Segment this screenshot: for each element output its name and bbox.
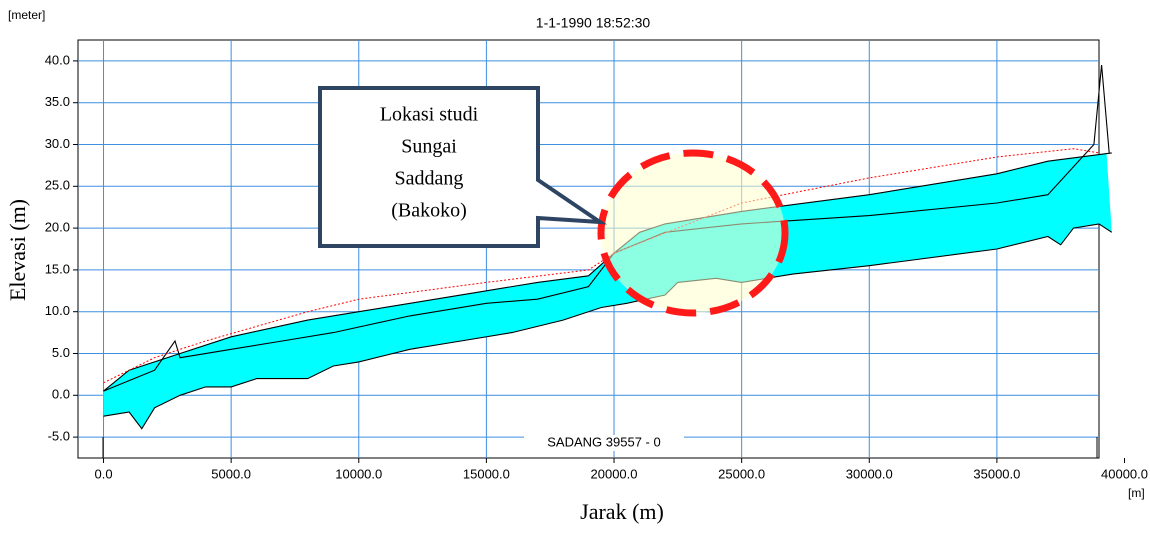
y-tick-label: 40.0	[45, 52, 70, 67]
x-tick-label: 5000.0	[211, 466, 251, 481]
x-tick-label: 25000.0	[718, 466, 765, 481]
x-tick-label: 20000.0	[591, 466, 638, 481]
x-tick-label: 10000.0	[335, 466, 382, 481]
x-tick-label: 40000.0	[1101, 466, 1148, 481]
y-tick-label: 15.0	[45, 261, 70, 276]
callout-text: Lokasi studi	[380, 104, 479, 126]
x-tick-label: 35000.0	[973, 466, 1020, 481]
x-unit: [m]	[1128, 486, 1145, 500]
callout-text: (Bakoko)	[391, 200, 467, 222]
y-tick-label: 25.0	[45, 178, 70, 193]
marks	[103, 65, 1113, 458]
y-tick-label: 0.0	[52, 387, 70, 402]
x-axis-label: Jarak (m)	[580, 499, 664, 524]
y-tick-label: 20.0	[45, 220, 70, 235]
study-area-circle	[597, 149, 789, 317]
x-tick-label: 0.0	[94, 466, 112, 481]
callout-text: Sungai	[401, 136, 457, 158]
y-tick-label: 10.0	[45, 303, 70, 318]
chart-title: 1-1-1990 18:52:30	[536, 15, 651, 31]
y-unit: [meter]	[8, 8, 45, 22]
x-tick-label: 15000.0	[463, 466, 510, 481]
x-tick-label: 30000.0	[846, 466, 893, 481]
profile-line	[103, 65, 1110, 392]
branch-label-bg	[524, 435, 684, 451]
y-tick-label: 30.0	[45, 136, 70, 151]
y-tick-label: 35.0	[45, 94, 70, 109]
profile-line	[103, 148, 1100, 384]
y-tick-label: -5.0	[48, 429, 70, 444]
callout-text: Saddang	[395, 168, 464, 190]
y-tick-label: 5.0	[52, 345, 70, 360]
branch-label: SADANG 39557 - 0	[547, 434, 660, 449]
callout-box	[318, 86, 608, 248]
y-axis-label: Elevasi (m)	[5, 199, 30, 301]
profile-line	[103, 152, 1112, 392]
water-area	[103, 152, 1112, 458]
profile-line	[103, 223, 1113, 430]
